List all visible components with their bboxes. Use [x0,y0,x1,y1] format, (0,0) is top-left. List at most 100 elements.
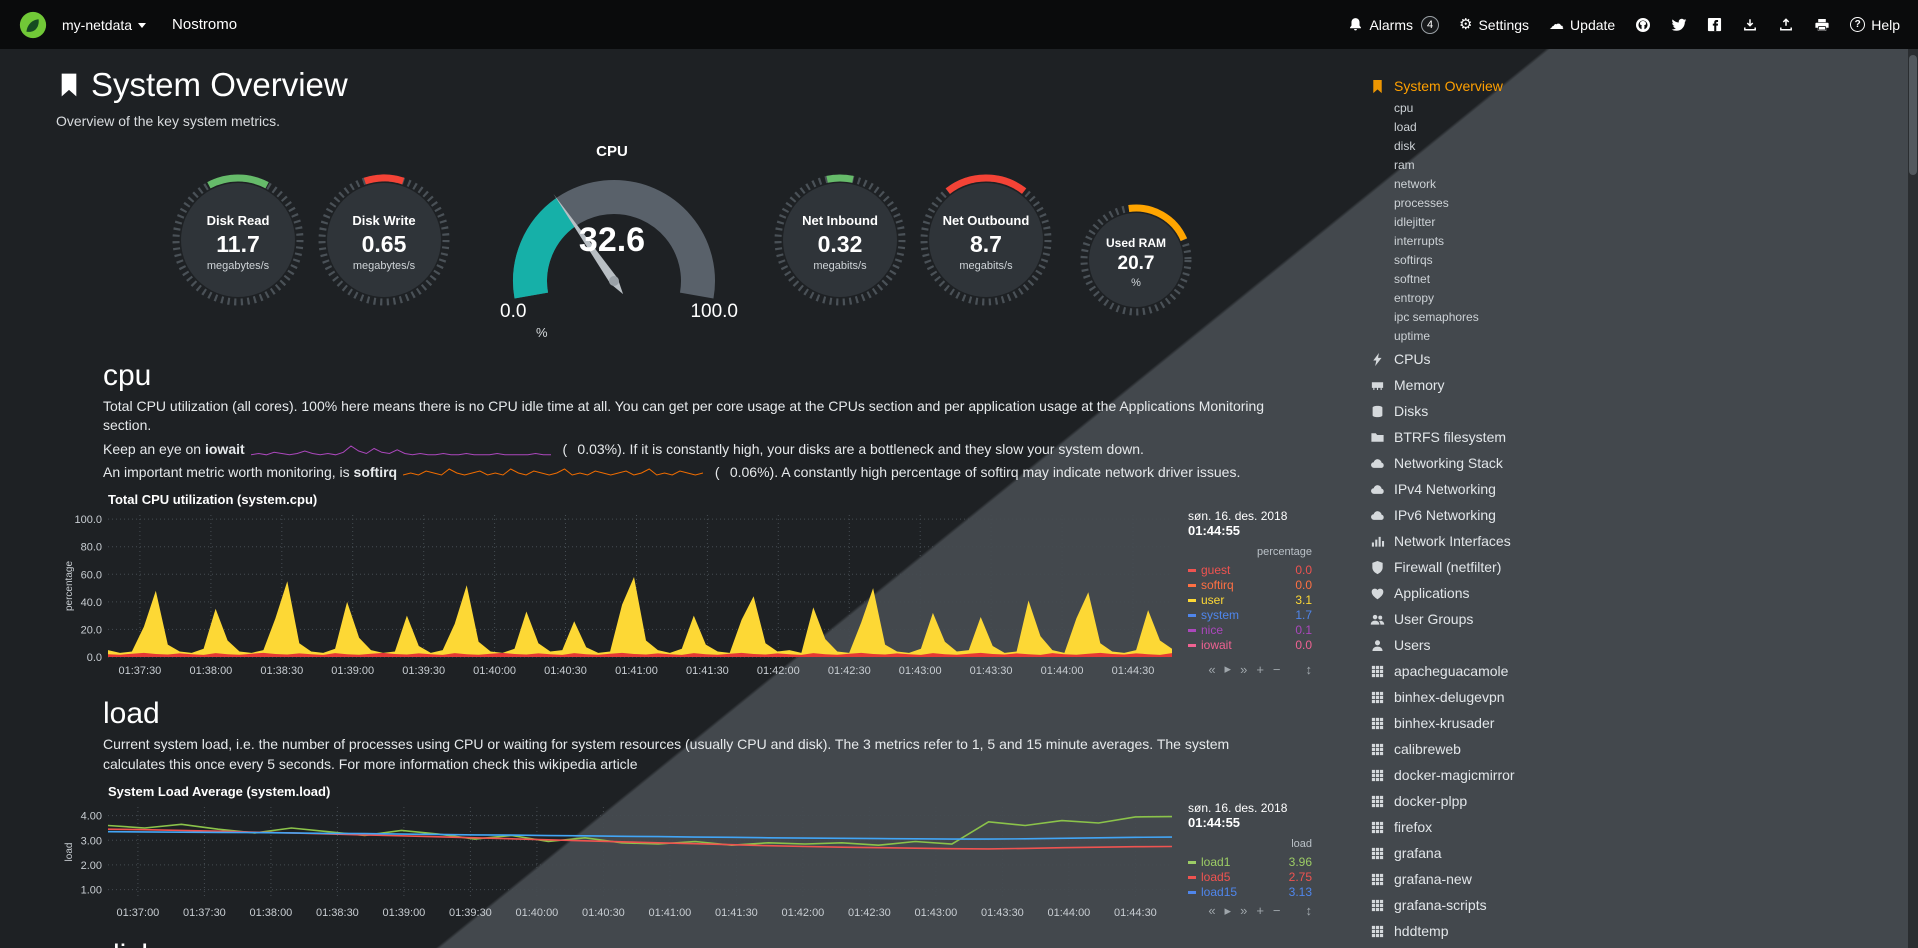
pan-forward-icon[interactable]: » [1240,661,1248,677]
page-scrollbar[interactable] [1908,49,1918,948]
sidebar-item-apacheguacamole[interactable]: apacheguacamole [1366,658,1906,684]
page-title: System Overview [91,66,348,103]
sidebar-subitem-network[interactable]: network [1394,177,1437,191]
x-tick-label: 01:44:00 [1041,665,1084,677]
sidebar-item-btrfs-filesystem[interactable]: BTRFS filesystem [1366,424,1906,450]
sidebar-item-grafana-new[interactable]: grafana-new [1366,866,1906,892]
sidebar-item-network-interfaces[interactable]: Network Interfaces [1366,528,1906,554]
export-button[interactable] [1778,17,1794,33]
legend-nice[interactable]: nice 0.1 [1188,623,1312,638]
sidebar-item-label: Network Interfaces [1394,533,1511,549]
sidebar-subitem-interrupts[interactable]: interrupts [1394,234,1445,248]
load-chart-toolbar: « ▸ » + − ↕ [1208,903,1312,919]
sidebar-item-firefox[interactable]: firefox [1366,814,1906,840]
sidebar-item-binhex-krusader[interactable]: binhex-krusader [1366,710,1906,736]
x-tick-label: 01:42:00 [757,665,800,677]
facebook-link[interactable] [1707,17,1722,32]
resize-icon[interactable]: ↕ [1305,903,1313,919]
pan-backward-icon[interactable]: « [1208,661,1216,677]
sidebar-item-docker-plpp[interactable]: docker-plpp [1366,788,1906,814]
legend-time: 01:44:55 [1188,523,1241,539]
scrollbar-thumb[interactable] [1909,55,1917,175]
x-tick-label: 01:41:30 [715,907,758,919]
cpu-section: cpu Total CPU utilization (all cores). 1… [0,359,1364,681]
cpu-utilization-chart[interactable]: Total CPU utilization (system.cpu) percen… [62,492,1312,681]
zoom-in-icon[interactable]: + [1256,903,1264,919]
twitter-link[interactable] [1671,17,1687,33]
sidebar-item-grafana-scripts[interactable]: grafana-scripts [1366,892,1906,918]
sidebar-item-disks[interactable]: Disks [1366,398,1906,424]
sidebar-item-hddtemp[interactable]: hddtemp [1366,918,1906,944]
sidebar-item-users[interactable]: Users [1366,632,1906,658]
sidebar-item-ipv6-networking[interactable]: IPv6 Networking [1366,502,1906,528]
load-chart-plot[interactable]: load 1.00 2.00 3.00 4.00 01:37:00 01:37:30 01:3… [62,801,1182,923]
sidebar-item-system-overview[interactable]: System Overview [1366,73,1906,99]
legend-user[interactable]: user 3.1 [1188,593,1312,608]
sidebar-subitem-uptime[interactable]: uptime [1394,329,1431,343]
sidebar-item-binhex-delugevpn[interactable]: binhex-delugevpn [1366,684,1906,710]
used-ram-gauge[interactable]: Used RAM 20.7% [1076,200,1196,325]
net-outbound-gauge[interactable]: Net Outbound 8.7 megabits/s [916,170,1056,315]
sidebar-item-memory[interactable]: Memory [1366,372,1906,398]
sidebar-item-user-groups[interactable]: User Groups [1366,606,1906,632]
sidebar-item-networking-stack[interactable]: Networking Stack [1366,450,1906,476]
sidebar-subitem-disk[interactable]: disk [1394,139,1416,153]
resize-icon[interactable]: ↕ [1305,661,1313,677]
settings-button[interactable]: ⚙ Settings [1459,17,1529,33]
cpu-chart-plot[interactable]: percentage 0.0 20.0 40.0 60.0 80.0 100.0 01:37:… [62,509,1182,681]
sidebar-subitem-ipc-semaphores[interactable]: ipc semaphores [1394,310,1479,324]
legend-load15[interactable]: load15 3.13 [1188,885,1312,900]
legend-guest[interactable]: guest 0.0 [1188,563,1312,578]
sidebar-subitem-ram[interactable]: ram [1394,158,1415,172]
zoom-in-icon[interactable]: + [1256,661,1264,677]
x-tick-label: 01:39:30 [402,665,445,677]
used-ram-gauge-svg [1080,204,1192,315]
legend-load1[interactable]: load1 3.96 [1188,855,1312,870]
cpu-gauge-chart[interactable]: CPU 32.6 0.0 100.0 % [474,141,750,343]
update-label: Update [1570,16,1616,33]
system-load-chart[interactable]: System Load Average (system.load) load 1.0… [62,784,1312,923]
legend-load5[interactable]: load5 2.75 [1188,870,1312,885]
sidebar-item-ipv4-networking[interactable]: IPv4 Networking [1366,476,1906,502]
pan-forward-icon[interactable]: » [1240,903,1248,919]
play-icon[interactable]: ▸ [1224,661,1232,677]
zoom-out-icon[interactable]: − [1272,661,1281,677]
net-inbound-gauge[interactable]: Net Inbound 0.32 megabits/s [770,170,910,315]
cpu-gauge-max: 100.0 [690,301,738,322]
disk-write-gauge[interactable]: Disk Write 0.65 megabytes/s [314,170,454,315]
sidebar-item-grafana[interactable]: grafana [1366,840,1906,866]
sidebar-subitem-idlejitter[interactable]: idlejitter [1394,215,1436,229]
sidebar-subitem-entropy[interactable]: entropy [1394,291,1435,305]
legend-name: system [1201,608,1240,623]
legend-iowait[interactable]: iowait 0.0 [1188,638,1312,653]
github-link[interactable] [1635,17,1651,33]
disk-read-gauge[interactable]: Disk Read 11.7 megabytes/s [168,170,308,315]
sidebar-item-firewall-netfilter[interactable]: Firewall (netfilter) [1366,554,1906,580]
legend-system[interactable]: system 1.7 [1188,608,1312,623]
sidebar-subitem-processes[interactable]: processes [1394,196,1449,210]
import-button[interactable] [1742,17,1758,33]
netdata-logo[interactable] [18,10,48,40]
update-button[interactable]: ☁ Update [1549,17,1615,33]
sidebar-item-label: firefox [1394,819,1433,835]
my-netdata-menu[interactable]: my-netdata [62,17,147,33]
sidebar-item-calibreweb[interactable]: calibreweb [1366,736,1906,762]
facebook-icon [1708,17,1722,32]
pan-backward-icon[interactable]: « [1208,903,1216,919]
alarms-button[interactable]: Alarms 4 [1348,15,1439,34]
play-icon[interactable]: ▸ [1224,902,1232,918]
legend-value: 3.96 [1288,854,1312,869]
x-tick-label: 01:37:30 [183,907,226,919]
help-button[interactable]: ? Help [1850,17,1900,33]
sidebar-subitem-softirqs[interactable]: softirqs [1394,253,1433,267]
sidebar-subitem-softnet[interactable]: softnet [1394,272,1431,286]
gauge-needle-hub [609,276,619,286]
sidebar-item-applications[interactable]: Applications [1366,580,1906,606]
sidebar-item-docker-magicmirror[interactable]: docker-magicmirror [1366,762,1906,788]
print-button[interactable] [1814,17,1830,33]
legend-softirq[interactable]: softirq 0.0 [1188,578,1312,593]
sidebar-subitem-cpu[interactable]: cpu [1394,101,1414,115]
sidebar-subitem-load[interactable]: load [1394,120,1417,134]
zoom-out-icon[interactable]: − [1272,903,1281,919]
sidebar-item-cpus[interactable]: CPUs [1366,346,1906,372]
